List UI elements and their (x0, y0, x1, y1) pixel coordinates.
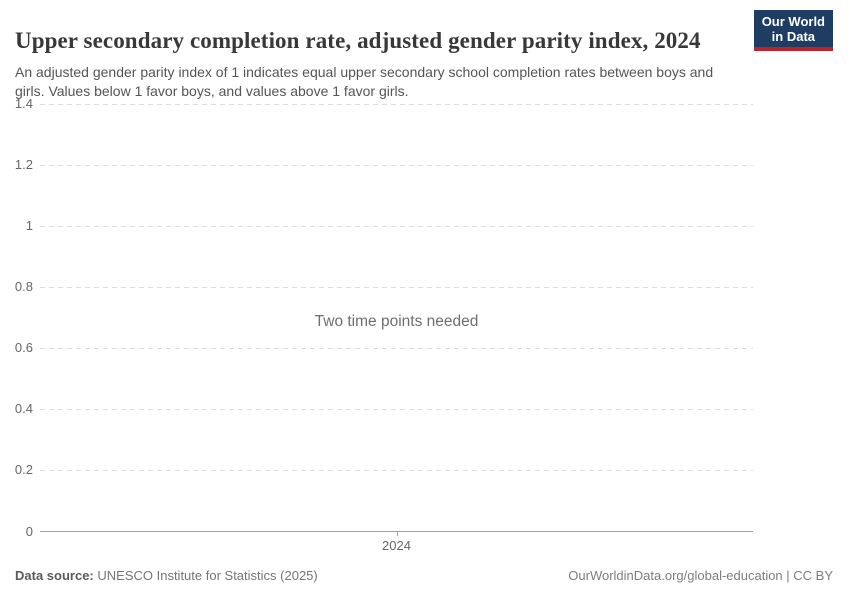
gridline (40, 103, 753, 105)
owid-logo[interactable]: Our World in Data (753, 10, 833, 51)
gridline (40, 469, 753, 471)
y-axis-tick-label: 0.2 (14, 462, 33, 478)
data-source-label: Data source: (15, 568, 94, 583)
empty-state-message: Two time points needed (314, 312, 479, 330)
x-axis-tick-label: 2024 (382, 538, 411, 553)
gridline (40, 347, 753, 349)
chart-subtitle: An adjusted gender parity index of 1 ind… (15, 64, 714, 99)
y-axis-tick-label: 0.4 (14, 401, 33, 417)
chart-footer: Data source: UNESCO Institute for Statis… (15, 568, 833, 583)
y-axis-tick-label: 1.2 (14, 157, 33, 173)
y-axis-tick-label: 0 (25, 523, 33, 539)
y-axis-tick-label: 1 (25, 218, 33, 234)
gridline (40, 225, 753, 227)
gridline (40, 286, 753, 288)
gridline (40, 408, 753, 410)
data-source-note: Data source: UNESCO Institute for Statis… (15, 568, 318, 583)
y-axis-tick-label: 0.6 (14, 340, 33, 356)
data-source-value: UNESCO Institute for Statistics (2025) (97, 568, 318, 583)
owid-license-link[interactable]: OurWorldinData.org/global-education | CC… (568, 568, 833, 583)
y-axis-tick-label: 1.4 (14, 96, 33, 111)
chart-title: Upper secondary completion rate, adjuste… (15, 28, 701, 54)
gridline (40, 164, 753, 166)
owid-logo-line2: in Data (771, 29, 816, 44)
owid-logo-line1: Our World (761, 14, 825, 29)
y-axis-tick-label: 0.8 (14, 279, 33, 295)
x-axis-tick-mark (396, 531, 398, 536)
